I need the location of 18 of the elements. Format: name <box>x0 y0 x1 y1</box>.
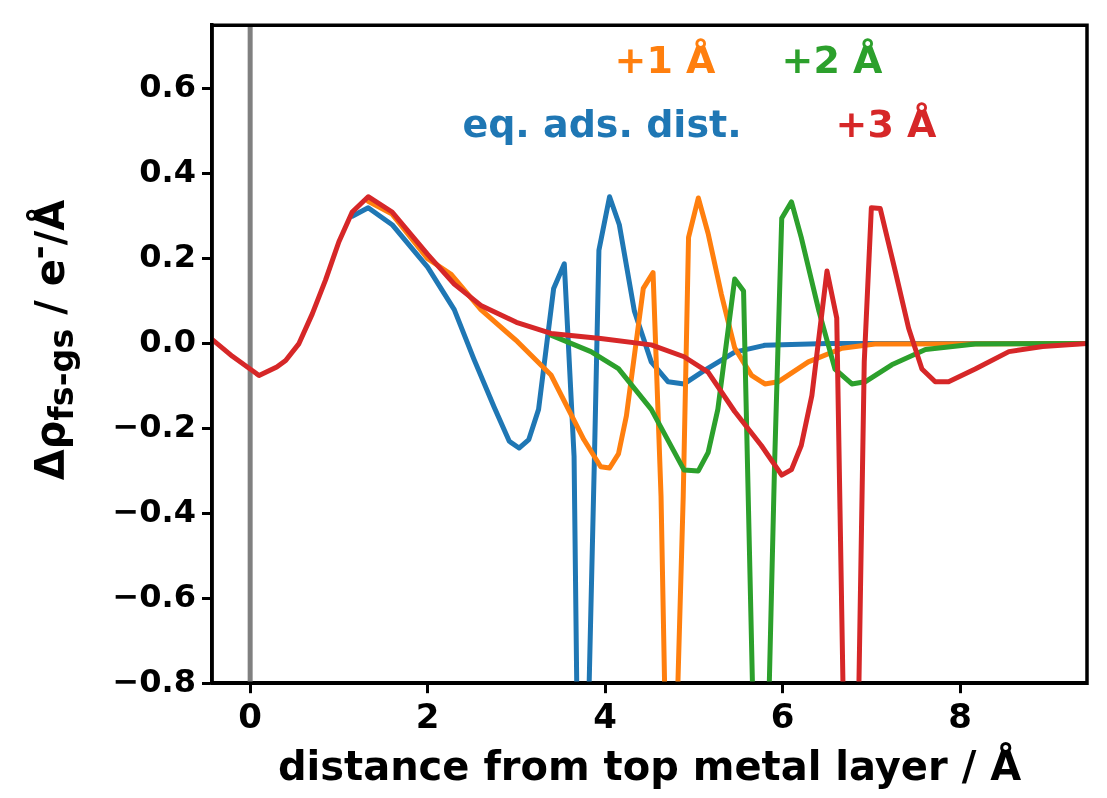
y-tick-label: −0.6 <box>112 576 196 615</box>
x-tick-label: 0 <box>238 696 262 737</box>
text: +1 Å <box>614 37 717 82</box>
x-tick-label: 2 <box>415 696 440 737</box>
y-tick-label: 0.4 <box>139 152 196 191</box>
text: +2 Å <box>781 37 884 82</box>
series-label: +3 Å <box>835 101 938 146</box>
x-axis-title: distance from top metal layer / Å <box>277 741 1022 790</box>
x-tick-label: 6 <box>770 696 795 737</box>
series-label: eq. ads. dist. <box>462 101 742 146</box>
y-tick-label: 0.2 <box>139 237 196 275</box>
y-tick-label: −0.8 <box>112 661 196 700</box>
x-tick-label: 8 <box>948 696 972 737</box>
y-tick-label: −0.2 <box>112 406 196 445</box>
y-tick-label: 0.6 <box>139 67 196 106</box>
y-tick-label: 0.0 <box>139 321 196 360</box>
y-tick-label: −0.4 <box>112 491 196 530</box>
x-tick-label: 4 <box>593 696 617 737</box>
